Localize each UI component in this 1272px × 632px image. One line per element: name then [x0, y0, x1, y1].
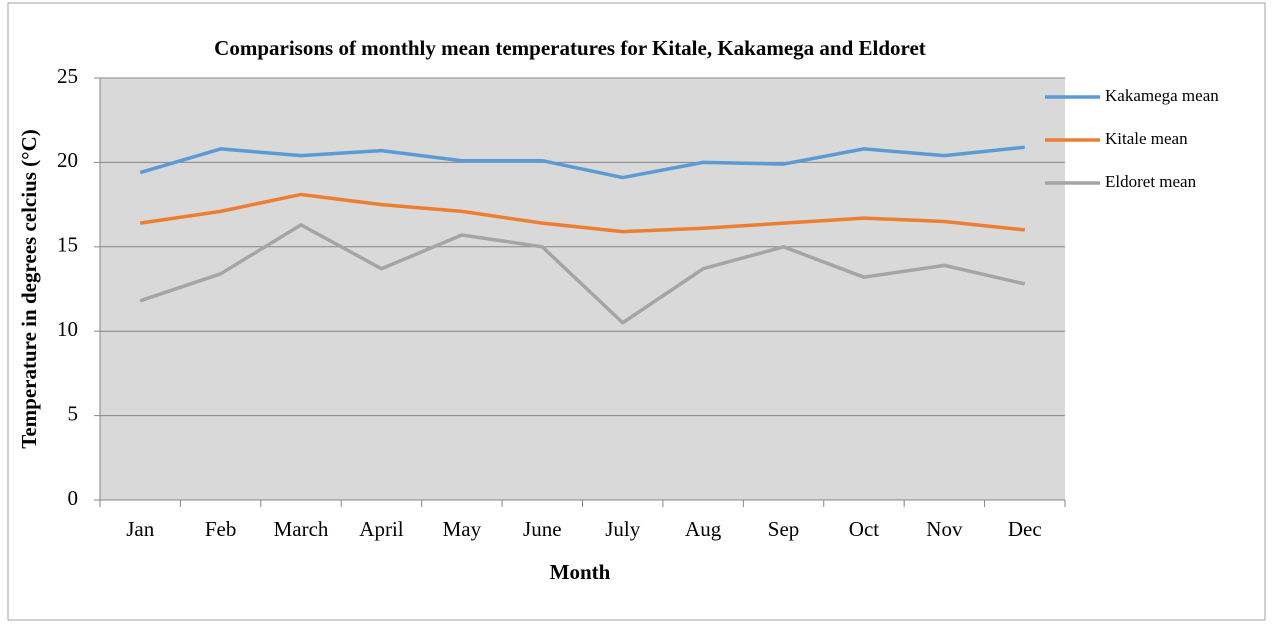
legend-label: Eldoret mean: [1105, 172, 1197, 191]
data-line: [139, 145, 1025, 180]
x-tick-label: Sep: [768, 517, 800, 541]
legend-label: Kakamega mean: [1105, 86, 1219, 105]
x-tick-label: Dec: [1008, 517, 1042, 541]
chart-title: Comparisons of monthly mean temperatures…: [214, 36, 926, 60]
x-tick-label: March: [274, 517, 329, 541]
y-tick-label: 15: [57, 233, 78, 257]
x-tick-label: April: [359, 517, 403, 541]
x-tick-label: Feb: [205, 517, 237, 541]
x-tick-label: Oct: [849, 517, 879, 541]
y-tick-label: 0: [68, 486, 79, 510]
y-tick-label: 5: [68, 401, 79, 425]
x-tick-label: July: [605, 517, 641, 541]
legend-label: Kitale mean: [1105, 129, 1188, 148]
plot-area: [100, 78, 1065, 500]
x-tick-label: May: [443, 517, 482, 541]
x-tick-label: Nov: [926, 517, 963, 541]
data-line: [139, 223, 1026, 325]
y-tick-label: 10: [57, 317, 78, 341]
y-axis-label: Temperature in degrees celcius (°C): [17, 129, 41, 448]
x-tick-label: Jan: [126, 517, 154, 541]
data-line: [139, 192, 1025, 234]
x-tick-label: Aug: [685, 517, 722, 541]
y-tick-label: 25: [57, 64, 78, 88]
x-tick-label: June: [523, 517, 562, 541]
x-axis-label: Month: [550, 560, 611, 584]
y-tick-label: 20: [57, 148, 78, 172]
